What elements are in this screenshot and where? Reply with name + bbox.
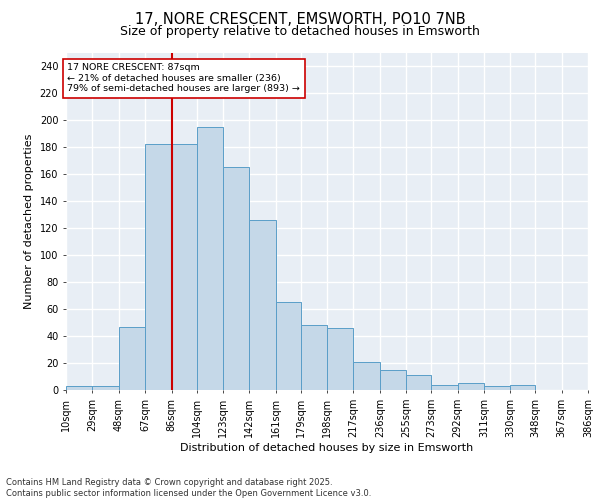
Bar [380,370,406,390]
Bar [327,328,353,390]
Bar [223,167,249,390]
X-axis label: Distribution of detached houses by size in Emsworth: Distribution of detached houses by size … [181,442,473,452]
Bar [66,386,92,390]
Bar [275,302,301,390]
Bar [458,383,484,390]
Bar [353,362,380,390]
Y-axis label: Number of detached properties: Number of detached properties [24,134,34,309]
Text: Size of property relative to detached houses in Emsworth: Size of property relative to detached ho… [120,25,480,38]
Bar [301,325,327,390]
Bar [431,384,458,390]
Text: 17, NORE CRESCENT, EMSWORTH, PO10 7NB: 17, NORE CRESCENT, EMSWORTH, PO10 7NB [134,12,466,28]
Bar [484,386,510,390]
Bar [197,126,223,390]
Bar [145,144,172,390]
Text: Contains HM Land Registry data © Crown copyright and database right 2025.
Contai: Contains HM Land Registry data © Crown c… [6,478,371,498]
Bar [510,384,535,390]
Bar [249,220,275,390]
Bar [92,386,119,390]
Bar [406,375,431,390]
Bar [172,144,197,390]
Bar [119,326,145,390]
Text: 17 NORE CRESCENT: 87sqm
← 21% of detached houses are smaller (236)
79% of semi-d: 17 NORE CRESCENT: 87sqm ← 21% of detache… [67,64,300,93]
